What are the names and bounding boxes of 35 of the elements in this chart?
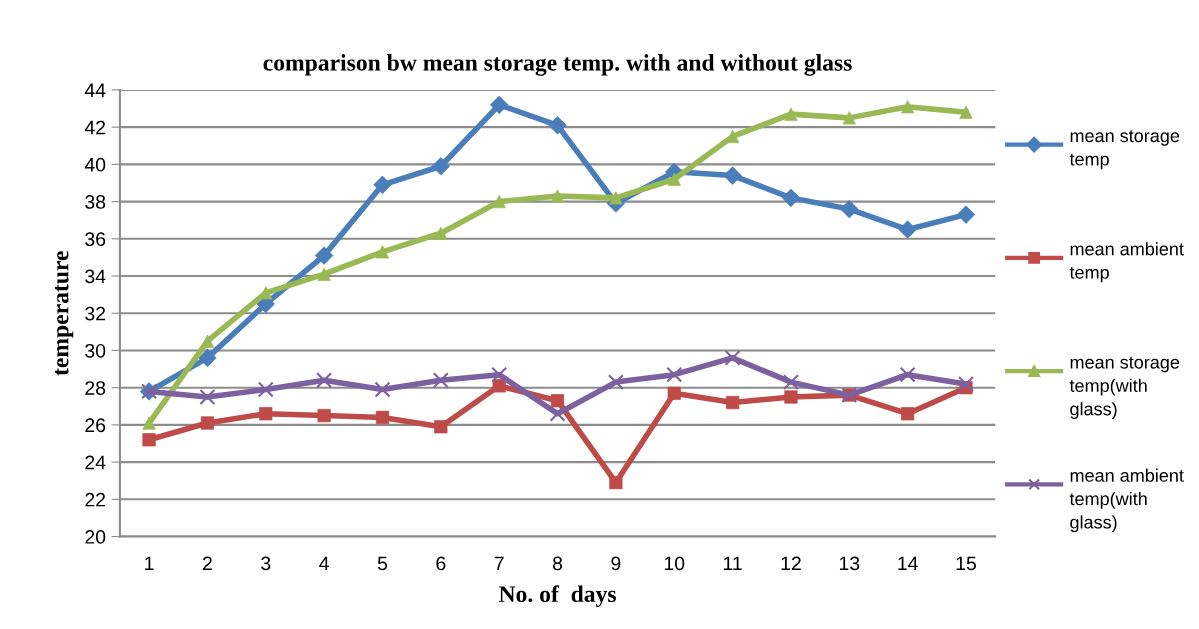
legend-label: mean storage temp <box>1069 130 1180 170</box>
y-tick-label: 34 <box>85 269 106 284</box>
x-tick-label: 12 <box>781 556 801 571</box>
y-tick-label: 30 <box>85 343 106 358</box>
x-tick-label: 15 <box>956 556 976 571</box>
x-tick-label: 8 <box>552 556 563 571</box>
x-tick-label: 7 <box>494 556 504 571</box>
y-tick-label: 24 <box>85 455 106 470</box>
x-tick-label: 11 <box>723 556 742 571</box>
x-tick-label: 6 <box>436 556 446 571</box>
x-tick-label: 13 <box>839 556 860 571</box>
y-tick-label: 26 <box>85 418 106 433</box>
chart-title: comparison bw mean storage temp. with and without glass <box>263 54 852 76</box>
x-tick-label: 5 <box>377 556 388 571</box>
y-tick-label: 20 <box>85 530 106 544</box>
x-tick-label: 3 <box>261 556 271 571</box>
y-tick-label: 40 <box>84 157 106 172</box>
y-tick-label: 38 <box>85 195 106 209</box>
y-tick-label: 32 <box>85 306 106 321</box>
x-axis-title: No. of days <box>498 585 616 607</box>
legend-label: mean ambient temp <box>1069 242 1184 283</box>
x-tick-label: 14 <box>898 556 918 571</box>
y-tick-label: 36 <box>85 232 106 247</box>
legend-label: mean storage temp(with glass) <box>1069 356 1180 419</box>
x-tick-label: 9 <box>611 556 621 571</box>
legend-label: mean ambient temp(with glass) <box>1069 468 1184 533</box>
y-tick-label: 22 <box>85 492 106 507</box>
y-tick-label: 42 <box>84 120 106 135</box>
x-tick-label: 4 <box>319 556 329 571</box>
x-tick-label: 2 <box>203 556 212 571</box>
x-tick-label: 1 <box>145 556 154 571</box>
y-axis-title: temperature <box>54 251 74 376</box>
x-tick-label: 10 <box>664 556 685 571</box>
y-tick-label: 28 <box>85 381 106 395</box>
y-tick-label: 44 <box>84 83 106 97</box>
